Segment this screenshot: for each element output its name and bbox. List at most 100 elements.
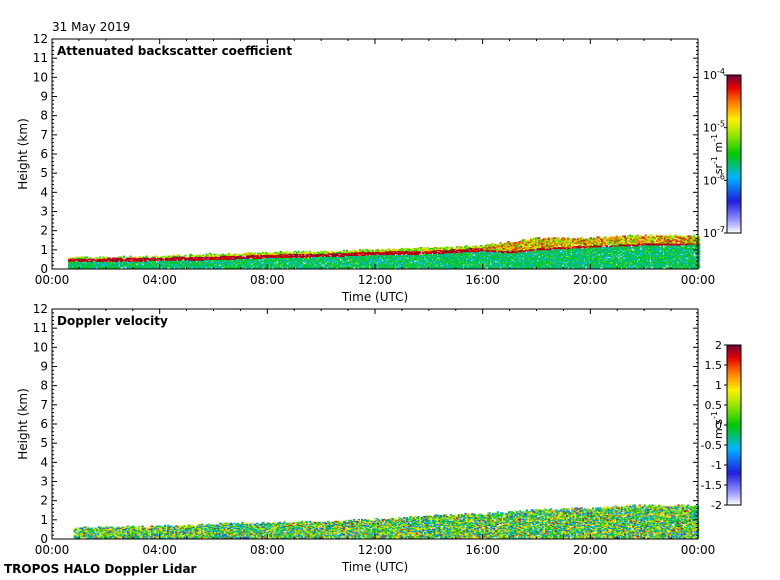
- data-cell: [368, 256, 371, 258]
- data-cell: [270, 260, 273, 262]
- data-cell: [429, 264, 433, 266]
- data-cell: [557, 245, 560, 247]
- data-cell: [341, 258, 344, 260]
- data-cell: [171, 263, 174, 265]
- data-cell: [89, 267, 92, 269]
- data-cell: [444, 253, 447, 256]
- data-cell: [289, 255, 292, 257]
- data-cell: [515, 252, 518, 255]
- data-cell: [557, 238, 560, 240]
- data-cell: [90, 261, 93, 263]
- data-cell: [318, 264, 321, 266]
- data-cell: [436, 261, 439, 263]
- data-cell: [378, 254, 381, 256]
- data-cell: [165, 263, 168, 265]
- data-cell: [412, 252, 415, 255]
- data-cell: [510, 262, 513, 264]
- data-cell: [488, 259, 491, 261]
- data-cell: [425, 252, 428, 255]
- data-cell: [102, 256, 105, 258]
- data-cell: [497, 250, 500, 253]
- data-cell: [481, 260, 484, 262]
- data-cell: [536, 237, 539, 239]
- data-cell: [484, 261, 487, 263]
- data-cell: [442, 264, 445, 266]
- data-cell: [504, 243, 507, 245]
- data-cell: [505, 242, 508, 244]
- data-cell: [467, 255, 470, 257]
- data-cell: [281, 259, 284, 261]
- data-cell: [102, 259, 105, 261]
- data-cell: [559, 256, 562, 258]
- data-cell: [429, 252, 433, 255]
- data-cell: [207, 261, 210, 263]
- data-cell: [331, 252, 334, 255]
- data-cell: [266, 265, 269, 267]
- data-cell: [391, 250, 394, 253]
- data-cell: [163, 262, 166, 264]
- data-cell: [557, 259, 560, 261]
- data-cell: [326, 252, 329, 255]
- data-cell: [102, 260, 105, 262]
- data-cell: [463, 249, 466, 252]
- data-cell: [441, 255, 444, 257]
- data-cell: [210, 263, 213, 265]
- data-cell: [284, 252, 287, 255]
- data-cell: [237, 266, 240, 268]
- data-cell: [270, 262, 273, 264]
- data-cell: [423, 254, 426, 256]
- data-cell: [413, 264, 416, 266]
- data-cell: [73, 266, 76, 268]
- data-cell: [274, 261, 278, 263]
- data-cell: [352, 263, 355, 265]
- data-cell: [74, 265, 77, 267]
- data-cell: [190, 265, 194, 267]
- data-cell: [237, 255, 240, 257]
- data-cell: [281, 254, 284, 256]
- data-cell: [127, 261, 131, 263]
- data-cell: [460, 259, 463, 261]
- data-cell: [224, 254, 227, 256]
- data-cell: [502, 244, 505, 246]
- data-cell: [253, 260, 257, 262]
- data-cell: [178, 256, 181, 258]
- data-cell: [266, 267, 269, 269]
- data-cell: [300, 261, 303, 263]
- data-cell: [232, 260, 236, 262]
- data-cell: [281, 258, 284, 260]
- data-cell: [436, 267, 439, 269]
- data-cell: [316, 265, 320, 267]
- data-cell: [428, 247, 431, 250]
- data-cell: [174, 259, 177, 261]
- data-cell: [531, 248, 534, 251]
- data-cell: [478, 259, 481, 261]
- data-cell: [518, 254, 521, 256]
- data-cell: [447, 260, 450, 262]
- data-cell: [144, 260, 147, 262]
- data-cell: [449, 264, 452, 266]
- data-cell: [399, 260, 402, 262]
- data-cell: [253, 264, 257, 266]
- data-cell: [541, 247, 544, 250]
- data-cell: [426, 257, 429, 259]
- data-cell: [312, 263, 315, 265]
- data-cell: [544, 249, 547, 252]
- data-cell: [534, 242, 538, 244]
- data-cell: [441, 260, 444, 262]
- data-cell: [316, 255, 320, 257]
- data-cell: [124, 265, 127, 267]
- data-cell: [428, 250, 431, 253]
- data-cell: [515, 249, 518, 252]
- data-cell: [384, 266, 387, 268]
- data-cell: [87, 267, 90, 269]
- data-cell: [184, 258, 187, 260]
- data-cell: [475, 245, 478, 247]
- data-cell: [326, 265, 329, 267]
- data-cell: [391, 263, 394, 265]
- data-cell: [176, 258, 179, 260]
- data-cell: [152, 257, 155, 259]
- data-cell: [237, 259, 240, 261]
- data-cell: [547, 246, 550, 248]
- data-cell: [429, 267, 433, 269]
- data-cell: [376, 251, 379, 254]
